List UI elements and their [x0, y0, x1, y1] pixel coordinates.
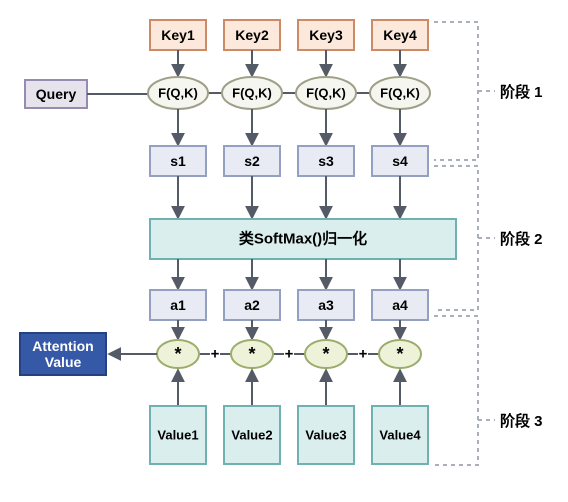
fqk4-label: F(Q,K): [380, 86, 420, 101]
s2-label: s2: [244, 153, 260, 169]
s-row: s1 s2 s3 s4: [150, 146, 428, 176]
attention-label-1: Attention: [32, 338, 93, 354]
plus1: +: [211, 346, 220, 363]
key2-label: Key2: [235, 27, 269, 43]
fqk3-label: F(Q,K): [306, 86, 346, 101]
a3-label: a3: [318, 297, 334, 313]
query-label: Query: [36, 86, 77, 102]
star4-label: *: [396, 344, 403, 364]
key4-label: Key4: [383, 27, 417, 43]
star1-label: *: [174, 344, 181, 364]
value4-label: Value4: [379, 428, 421, 443]
a1-label: a1: [170, 297, 186, 313]
s1-label: s1: [170, 153, 186, 169]
s4-label: s4: [392, 153, 408, 169]
value-row: Value1 Value2 Value3 Value4: [150, 406, 428, 464]
value1-label: Value1: [157, 428, 198, 443]
bracket-stage3: [434, 316, 478, 465]
keys-row: Key1 Key2 Key3 Key4: [150, 20, 428, 50]
a4-label: a4: [392, 297, 408, 313]
a-row: a1 a2 a3 a4: [150, 290, 428, 320]
s3-label: s3: [318, 153, 334, 169]
plus2: +: [285, 346, 294, 363]
key3-label: Key3: [309, 27, 343, 43]
star2-label: *: [248, 344, 255, 364]
fqk2-label: F(Q,K): [232, 86, 272, 101]
fqk1-label: F(Q,K): [158, 86, 198, 101]
softmax-label: 类SoftMax()归一化: [239, 230, 367, 248]
stage1-label: 阶段 1: [500, 83, 543, 101]
a2-label: a2: [244, 297, 260, 313]
stage3-label: 阶段 3: [500, 412, 543, 430]
attention-label-2: Value: [45, 354, 82, 370]
value3-label: Value3: [305, 428, 346, 443]
value2-label: Value2: [231, 428, 272, 443]
plus3: +: [359, 346, 368, 363]
stage2-label: 阶段 2: [500, 230, 543, 248]
star3-label: *: [322, 344, 329, 364]
bracket-stage1: [434, 22, 478, 160]
key1-label: Key1: [161, 27, 195, 43]
